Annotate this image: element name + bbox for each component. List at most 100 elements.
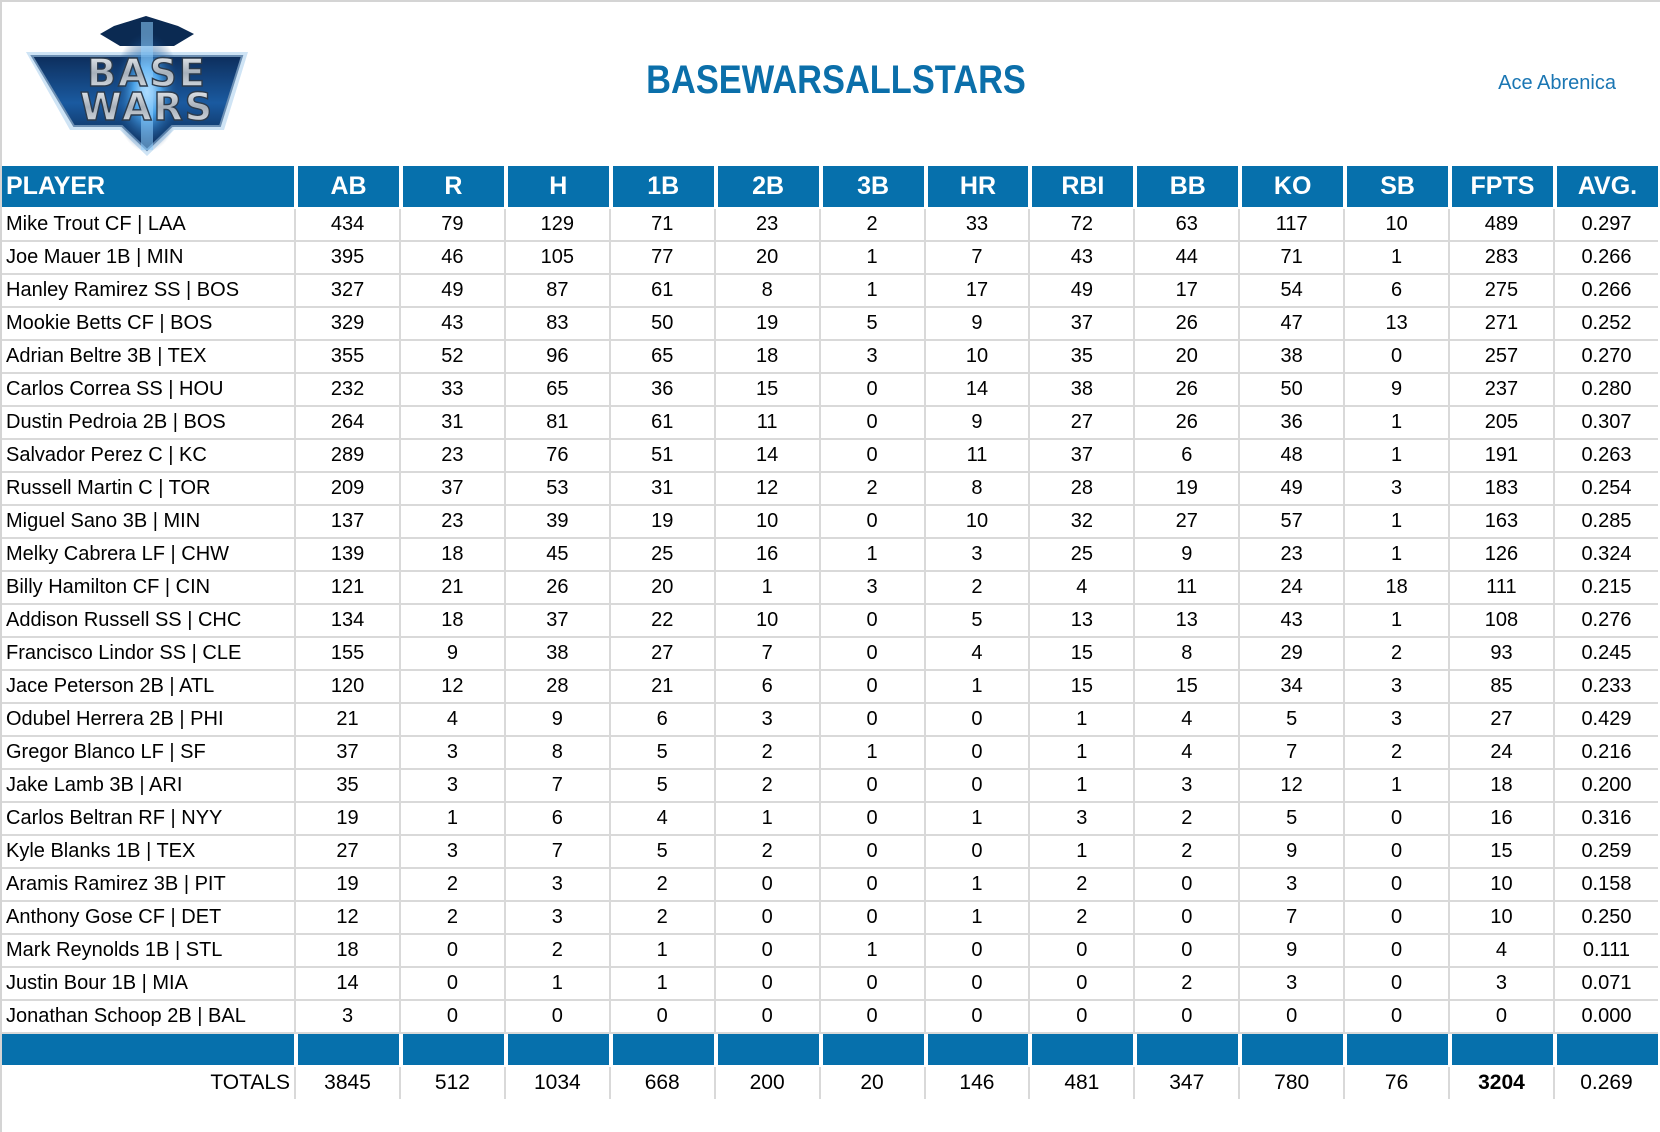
stat-cell-fpts: 237 — [1448, 374, 1553, 407]
stat-cell-3b: 0 — [818, 407, 924, 440]
stat-cell-sb: 3 — [1343, 671, 1449, 704]
player-name-cell: Odubel Herrera 2B | PHI — [2, 704, 295, 737]
stat-cell-h: 7 — [503, 770, 609, 803]
stat-cell-h: 6 — [503, 803, 609, 836]
table-row: Adrian Beltre 3B | TEX 355 52 96 65 18 3 10 35 20… — [2, 341, 1658, 374]
column-header-ab[interactable]: AB — [294, 166, 399, 209]
stat-cell-avg: 0.245 — [1552, 638, 1658, 671]
stat-cell-r: 2 — [398, 869, 504, 902]
column-header-hr[interactable]: HR — [923, 166, 1029, 209]
separator-cell — [2, 1034, 295, 1067]
stat-cell-fpts: 10 — [1448, 902, 1553, 935]
stat-cell-ko: 29 — [1238, 638, 1344, 671]
separator-cell — [713, 1034, 819, 1067]
stat-cell-ab: 155 — [294, 638, 399, 671]
column-header-h[interactable]: H — [503, 166, 609, 209]
stat-cell-rbi: 1 — [1028, 737, 1134, 770]
stat-cell-1b: 2 — [608, 902, 714, 935]
stat-cell-fpts: 275 — [1448, 275, 1553, 308]
stat-cell-3b: 0 — [818, 671, 924, 704]
stat-cell-2b: 12 — [713, 473, 819, 506]
separator-cell — [1028, 1034, 1134, 1067]
stat-cell-h: 3 — [503, 869, 609, 902]
stat-cell-2b: 2 — [713, 836, 819, 869]
stat-cell-ab: 327 — [294, 275, 399, 308]
stat-cell-avg: 0.324 — [1552, 539, 1658, 572]
column-header-avg[interactable]: AVG. — [1552, 166, 1658, 209]
stat-cell-h: 65 — [503, 374, 609, 407]
stat-cell-hr: 0 — [923, 935, 1029, 968]
stat-cell-1b: 27 — [608, 638, 714, 671]
stat-cell-r: 18 — [398, 539, 504, 572]
column-header-player[interactable]: PLAYER — [2, 166, 295, 209]
separator-cell — [818, 1034, 924, 1067]
stat-cell-ko: 24 — [1238, 572, 1344, 605]
stat-cell-ab: 121 — [294, 572, 399, 605]
stat-cell-rbi: 1 — [1028, 770, 1134, 803]
stat-cell-1b: 19 — [608, 506, 714, 539]
stat-cell-2b: 0 — [713, 1001, 819, 1034]
stat-cell-hr: 9 — [923, 308, 1029, 341]
column-header-r[interactable]: R — [398, 166, 504, 209]
stat-cell-avg: 0.254 — [1552, 473, 1658, 506]
stat-cell-rbi: 0 — [1028, 1001, 1134, 1034]
column-header-1b[interactable]: 1B — [608, 166, 714, 209]
column-header-2b[interactable]: 2B — [713, 166, 819, 209]
stat-cell-ab: 232 — [294, 374, 399, 407]
stat-cell-fpts: 93 — [1448, 638, 1553, 671]
column-header-rbi[interactable]: RBI — [1028, 166, 1134, 209]
stat-cell-bb: 15 — [1133, 671, 1239, 704]
player-name-cell: Adrian Beltre 3B | TEX — [2, 341, 295, 374]
stat-cell-r: 43 — [398, 308, 504, 341]
totals-row: TOTALS 3845 512 1034 668 200 20 146 481 347 780 76 3… — [2, 1067, 1658, 1099]
column-header-bb[interactable]: BB — [1133, 166, 1239, 209]
column-header-fpts[interactable]: FPTS — [1448, 166, 1553, 209]
stat-cell-hr: 11 — [923, 440, 1029, 473]
stat-cell-r: 3 — [398, 836, 504, 869]
column-header-sb[interactable]: SB — [1343, 166, 1449, 209]
stat-cell-ko: 34 — [1238, 671, 1344, 704]
stat-cell-hr: 8 — [923, 473, 1029, 506]
stat-cell-ab: 289 — [294, 440, 399, 473]
stat-cell-fpts: 108 — [1448, 605, 1553, 638]
stat-cell-ab: 395 — [294, 242, 399, 275]
stat-cell-ab: 264 — [294, 407, 399, 440]
stat-cell-2b: 14 — [713, 440, 819, 473]
stat-cell-h: 9 — [503, 704, 609, 737]
stat-cell-avg: 0.000 — [1552, 1001, 1658, 1034]
stat-cell-1b: 21 — [608, 671, 714, 704]
stat-cell-hr: 0 — [923, 968, 1029, 1001]
stat-cell-sb: 1 — [1343, 506, 1449, 539]
stat-cell-h: 96 — [503, 341, 609, 374]
separator-cell — [1238, 1034, 1344, 1067]
stat-cell-1b: 5 — [608, 836, 714, 869]
column-header-3b[interactable]: 3B — [818, 166, 924, 209]
stat-cell-3b: 0 — [818, 968, 924, 1001]
stat-cell-sb: 3 — [1343, 704, 1449, 737]
stat-cell-bb: 17 — [1133, 275, 1239, 308]
stat-cell-ko: 43 — [1238, 605, 1344, 638]
svg-text:BASE: BASE — [87, 51, 207, 95]
column-header-ko[interactable]: KO — [1238, 166, 1344, 209]
stat-cell-2b: 2 — [713, 737, 819, 770]
stat-cell-avg: 0.316 — [1552, 803, 1658, 836]
stat-cell-ko: 7 — [1238, 902, 1344, 935]
stat-cell-hr: 14 — [923, 374, 1029, 407]
stat-cell-ab: 18 — [294, 935, 399, 968]
table-row: Aramis Ramirez 3B | PIT 19 2 3 2 0 0 1 2 0 3 0 10 0.1… — [2, 869, 1658, 902]
stat-cell-rbi: 37 — [1028, 440, 1134, 473]
stat-cell-hr: 1 — [923, 671, 1029, 704]
table-row: Jonathan Schoop 2B | BAL 3 0 0 0 0 0 0 0 0 0 0 0 0.00… — [2, 1001, 1658, 1034]
stat-cell-r: 3 — [398, 737, 504, 770]
stat-cell-h: 129 — [503, 209, 609, 242]
stat-cell-2b: 16 — [713, 539, 819, 572]
stat-cell-fpts: 283 — [1448, 242, 1553, 275]
total-cell-2b: 200 — [713, 1067, 819, 1099]
stat-cell-sb: 0 — [1343, 836, 1449, 869]
stat-cell-r: 23 — [398, 440, 504, 473]
stat-cell-rbi: 28 — [1028, 473, 1134, 506]
stat-cell-ko: 48 — [1238, 440, 1344, 473]
stat-cell-bb: 44 — [1133, 242, 1239, 275]
stat-cell-bb: 19 — [1133, 473, 1239, 506]
stat-cell-rbi: 15 — [1028, 671, 1134, 704]
